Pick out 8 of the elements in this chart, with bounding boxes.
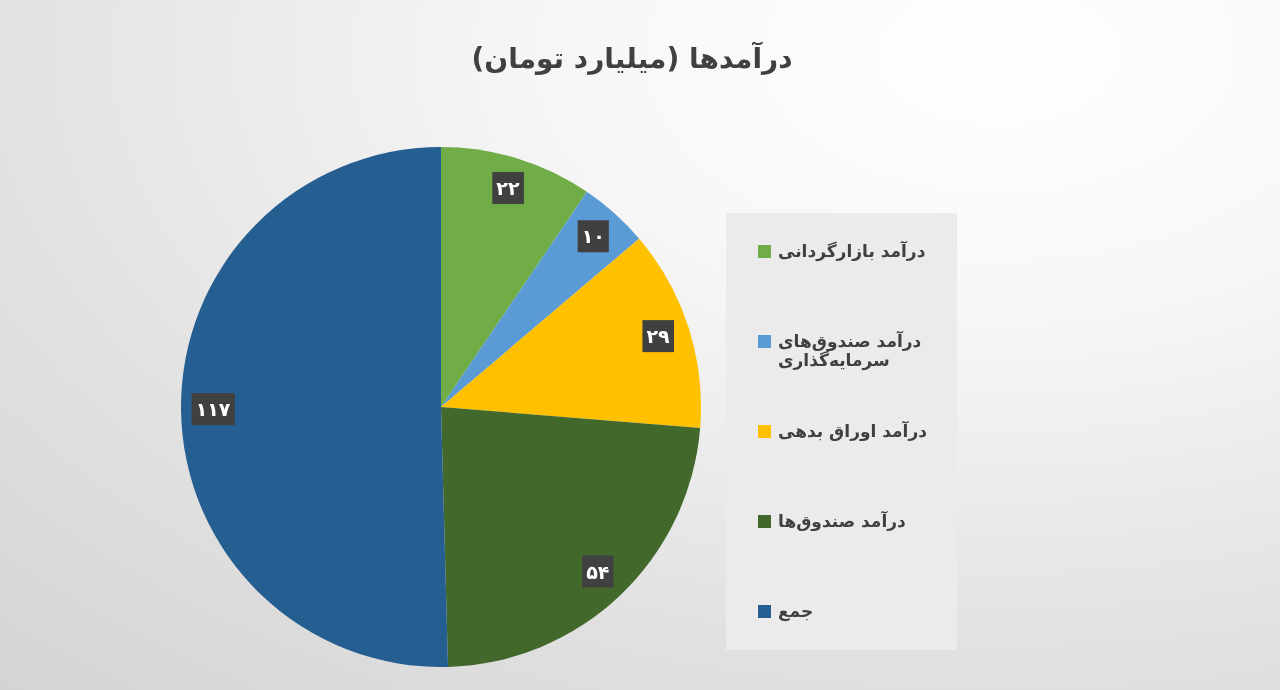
legend-label: درآمد اوراق بدهی <box>778 419 928 442</box>
legend-label: درآمد صندوق‌های سرمایه‌گذاری <box>778 329 922 371</box>
chart-title: درآمدها (میلیارد تومان) <box>471 41 793 75</box>
pie-slice <box>181 147 449 667</box>
pie-slice <box>441 407 701 667</box>
legend-label: جمع <box>778 600 814 622</box>
legend-label: درآمد صندوق‌ها <box>778 509 906 532</box>
legend-label: درآمد بازارگردانی <box>778 239 926 262</box>
